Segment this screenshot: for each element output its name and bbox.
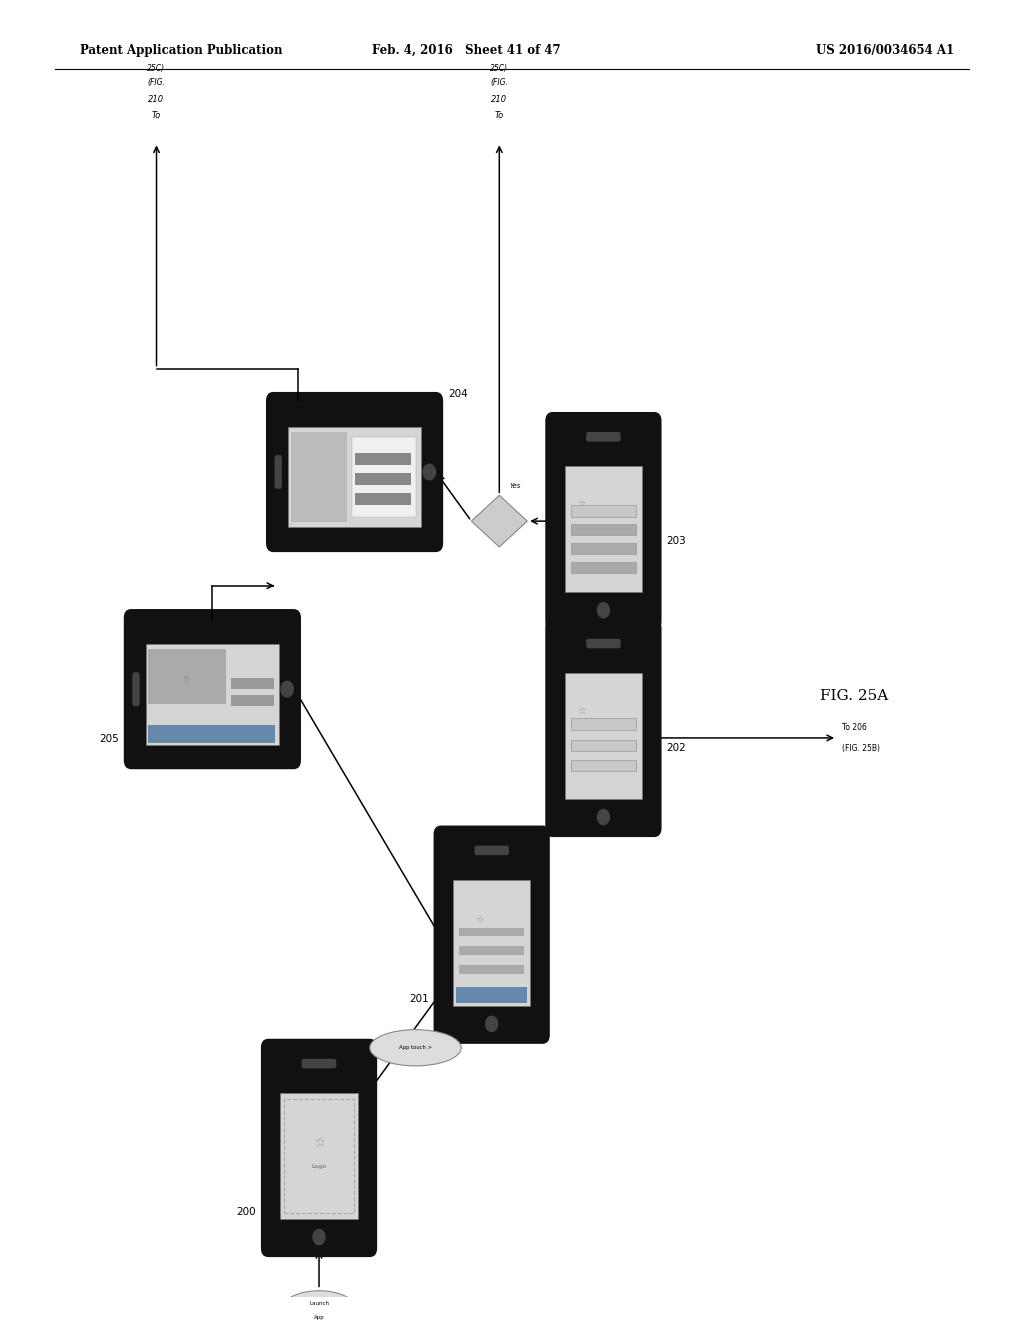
Text: 201: 201: [409, 994, 429, 1003]
Bar: [354, 453, 411, 465]
FancyBboxPatch shape: [302, 1059, 336, 1068]
FancyBboxPatch shape: [547, 620, 660, 836]
Text: (FIG. 25B): (FIG. 25B): [842, 744, 880, 752]
Text: US 2016/0034654 A1: US 2016/0034654 A1: [816, 44, 953, 57]
Text: ☆: ☆: [476, 915, 484, 925]
Polygon shape: [471, 495, 527, 546]
Bar: [231, 678, 273, 689]
Text: 203: 203: [667, 536, 686, 546]
Text: 25C): 25C): [147, 63, 166, 73]
Text: (FIG.: (FIG.: [147, 78, 166, 87]
Text: 202: 202: [667, 743, 686, 752]
Bar: [571, 718, 636, 730]
Text: Launch: Launch: [309, 1302, 329, 1307]
Text: To 206: To 206: [842, 723, 867, 731]
Circle shape: [485, 1016, 498, 1031]
Text: FIG. 25A: FIG. 25A: [819, 689, 888, 702]
FancyBboxPatch shape: [586, 639, 621, 648]
Text: App touch >: App touch >: [399, 1045, 432, 1051]
Bar: [571, 739, 636, 751]
FancyBboxPatch shape: [125, 610, 300, 768]
FancyBboxPatch shape: [132, 672, 139, 706]
Bar: [352, 437, 416, 517]
FancyBboxPatch shape: [586, 432, 621, 442]
Circle shape: [597, 809, 609, 825]
Text: Feb. 4, 2016   Sheet 41 of 47: Feb. 4, 2016 Sheet 41 of 47: [372, 44, 560, 57]
Text: Yes: Yes: [510, 483, 521, 488]
Text: ☆: ☆: [182, 675, 189, 684]
Bar: [291, 432, 346, 523]
Text: 200: 200: [237, 1206, 256, 1217]
Bar: [288, 426, 421, 528]
Bar: [453, 879, 530, 1006]
Bar: [231, 696, 273, 706]
Circle shape: [313, 1229, 325, 1245]
Bar: [571, 543, 636, 554]
Bar: [571, 562, 636, 573]
Text: To: To: [495, 111, 504, 120]
Bar: [354, 494, 411, 506]
FancyBboxPatch shape: [262, 1040, 376, 1255]
Bar: [281, 1093, 357, 1220]
Bar: [460, 928, 524, 936]
FancyBboxPatch shape: [435, 826, 549, 1043]
Text: Logo: Logo: [311, 1163, 327, 1168]
Bar: [571, 506, 636, 516]
Bar: [145, 644, 279, 744]
Text: 204: 204: [449, 389, 468, 399]
Text: 25C): 25C): [490, 63, 508, 73]
Text: ☆: ☆: [578, 499, 586, 510]
Bar: [460, 965, 524, 974]
Bar: [571, 524, 636, 536]
FancyBboxPatch shape: [547, 413, 660, 630]
Bar: [565, 466, 642, 593]
FancyBboxPatch shape: [267, 393, 442, 550]
Text: App: App: [313, 1316, 325, 1320]
Text: ☆: ☆: [578, 706, 586, 715]
Text: ☆: ☆: [312, 1137, 326, 1150]
Bar: [460, 946, 524, 956]
Text: (FIG.: (FIG.: [490, 78, 508, 87]
Text: 205: 205: [99, 734, 119, 744]
Bar: [285, 1100, 353, 1213]
Text: To: To: [152, 111, 161, 120]
Bar: [565, 673, 642, 799]
Text: 210: 210: [148, 95, 165, 104]
Circle shape: [423, 465, 435, 480]
FancyBboxPatch shape: [474, 846, 509, 855]
Bar: [571, 760, 636, 771]
Circle shape: [597, 603, 609, 618]
Text: Patent Application Publication: Patent Application Publication: [80, 44, 283, 57]
FancyBboxPatch shape: [274, 455, 282, 488]
Bar: [148, 726, 275, 743]
Ellipse shape: [281, 1291, 357, 1320]
Bar: [148, 648, 225, 704]
Text: 210: 210: [492, 95, 507, 104]
Ellipse shape: [370, 1030, 461, 1065]
Bar: [354, 473, 411, 484]
Circle shape: [281, 681, 293, 697]
Bar: [456, 987, 527, 1003]
